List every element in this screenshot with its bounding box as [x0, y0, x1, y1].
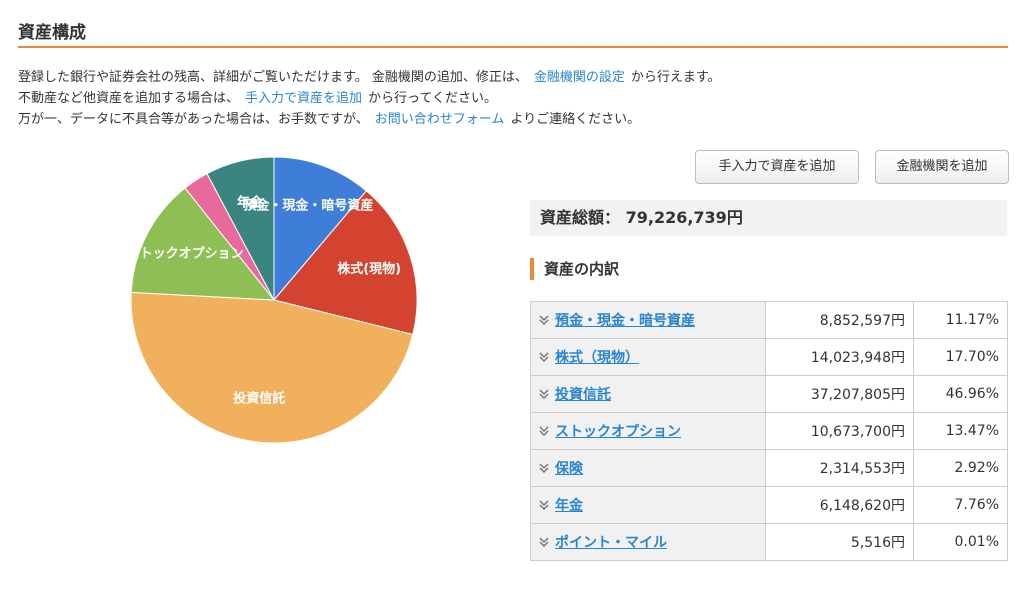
chevron-icon [539, 389, 549, 400]
name-cell: 預金・現金・暗号資産 [530, 301, 766, 339]
percent-cell: 2.92% [913, 449, 1008, 487]
breakdown-row: ポイント・マイル 5,516円 0.01% [530, 523, 1008, 561]
chevron-icon [539, 315, 549, 326]
amount-cell: 2,314,553円 [765, 449, 914, 487]
intro-link[interactable]: お問い合わせフォーム [374, 112, 505, 127]
breakdown-row: 保険 2,314,553円 2.92% [530, 449, 1008, 487]
total-label: 資産総額： [540, 208, 621, 227]
percent-cell: 11.17% [913, 301, 1008, 339]
slice-label: 預金・現金・暗号資産 [243, 198, 373, 214]
asset-link[interactable]: ストックオプション [555, 424, 681, 440]
intro-text: から行ってください。 [368, 91, 497, 106]
percent-cell: 46.96% [913, 375, 1008, 413]
percent-cell: 17.70% [913, 338, 1008, 376]
breakdown-table: 預金・現金・暗号資産 8,852,597円 11.17% 株式（現物） 14,023,9… [530, 301, 1008, 561]
asset-link[interactable]: 投資信託 [555, 387, 611, 403]
slice-label: ストックオプション [127, 247, 244, 262]
percent-cell: 13.47% [913, 412, 1008, 450]
pie-slice [130, 187, 276, 301]
slice-label: 株式(現物) [337, 261, 401, 277]
chevron-icon [539, 500, 549, 511]
breakdown-title: 資産の内訳 [530, 258, 619, 280]
slice-label: 投資信託 [233, 390, 285, 406]
intro-link[interactable]: 金融機関の設定 [533, 70, 625, 85]
page-title: 資産構成 [18, 23, 86, 43]
slice-label: 年金 [237, 194, 264, 210]
chevron-icon [539, 537, 549, 548]
percent-cell: 0.01% [913, 523, 1008, 561]
amount-cell: 37,207,805円 [765, 375, 914, 413]
asset-link[interactable]: 株式（現物） [555, 350, 639, 366]
amount-cell: 8,852,597円 [765, 301, 914, 339]
chevron-icon [539, 352, 549, 363]
pie-slice [130, 291, 414, 444]
add-institution-button[interactable]: 金融機関を追加 [875, 150, 1009, 184]
pie-slice [206, 156, 275, 301]
breakdown-row: 投資信託 37,207,805円 46.96% [530, 375, 1008, 413]
add-manual-button[interactable]: 手入力で資産を追加 [695, 150, 859, 184]
total-value: 79,226,739円 [625, 208, 743, 227]
amount-cell: 6,148,620円 [765, 486, 914, 524]
amount-cell: 5,516円 [765, 523, 914, 561]
intro-text: よりご連絡ください。 [510, 112, 641, 127]
total-box: 資産総額： 79,226,739円 [530, 200, 1007, 236]
pie-slice [273, 190, 418, 336]
percent-cell: 7.76% [913, 486, 1008, 524]
intro-line: 万が一、データに不具合等があった場合は、お手数ですが、 お問い合わせフォーム よりご… [18, 108, 640, 127]
intro-text: 登録した銀行や証券会社の残高、詳細がご覧いただけます。 金融機関の追加、修正は、 [18, 70, 528, 85]
name-cell: 年金 [530, 486, 766, 524]
name-cell: 投資信託 [530, 375, 766, 413]
pie-slice [273, 156, 368, 302]
breakdown-row: 年金 6,148,620円 7.76% [530, 486, 1008, 524]
name-cell: ストックオプション [530, 412, 766, 450]
asset-link[interactable]: 保険 [555, 461, 583, 477]
amount-cell: 14,023,948円 [765, 338, 914, 376]
title-rule [18, 46, 1008, 48]
amount-cell: 10,673,700円 [765, 412, 914, 450]
asset-link[interactable]: 年金 [555, 498, 583, 514]
intro-link[interactable]: 手入力で資産を追加 [245, 91, 363, 106]
intro-text: から行えます。 [630, 70, 721, 85]
chevron-icon [539, 463, 549, 474]
name-cell: 保険 [530, 449, 766, 487]
chevron-icon [539, 426, 549, 437]
intro-line: 不動産など他資産を追加する場合は、 手入力で資産を追加 から行ってください。 [18, 87, 497, 106]
intro-line: 登録した銀行や証券会社の残高、詳細がご覧いただけます。 金融機関の追加、修正は、… [18, 66, 721, 85]
intro-text: 万が一、データに不具合等があった場合は、お手数ですが、 [18, 112, 369, 127]
name-cell: ポイント・マイル [530, 523, 766, 561]
name-cell: 株式（現物） [530, 338, 766, 376]
intro-text: 不動産など他資産を追加する場合は、 [18, 91, 240, 106]
asset-link[interactable]: 預金・現金・暗号資産 [555, 313, 695, 329]
breakdown-row: 預金・現金・暗号資産 8,852,597円 11.17% [530, 301, 1008, 339]
breakdown-row: 株式（現物） 14,023,948円 17.70% [530, 338, 1008, 376]
page: 資産構成 登録した銀行や証券会社の残高、詳細がご覧いただけます。 金融機関の追加… [18, 23, 1009, 561]
breakdown-row: ストックオプション 10,673,700円 13.47% [530, 412, 1008, 450]
asset-link[interactable]: ポイント・マイル [555, 535, 667, 551]
